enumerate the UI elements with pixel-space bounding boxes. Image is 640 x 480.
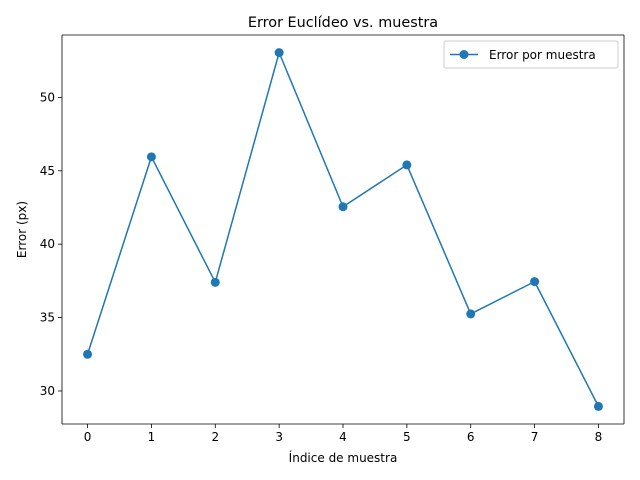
x-tick-label: 6	[467, 430, 475, 444]
x-tick-label: 3	[275, 430, 283, 444]
data-point	[338, 202, 348, 212]
x-tick-label: 5	[403, 430, 411, 444]
plot-frame	[61, 34, 625, 425]
legend-label: Error por muestra	[489, 48, 596, 62]
data-point	[593, 401, 603, 411]
y-tick-label: 30	[40, 384, 55, 398]
data-point	[530, 277, 540, 287]
x-axis-label: Índice de muestra	[289, 450, 398, 465]
y-axis-label: Error (px)	[15, 201, 29, 258]
legend: Error por muestra	[443, 40, 619, 69]
data-point	[83, 349, 93, 359]
x-tick-label: 2	[211, 430, 219, 444]
x-tick-label: 7	[531, 430, 539, 444]
data-point	[274, 48, 284, 58]
y-tick-label: 45	[40, 164, 55, 178]
legend-box	[443, 40, 619, 69]
data-point	[402, 160, 412, 170]
y-tick-label: 50	[40, 90, 55, 104]
y-tick-label: 40	[40, 237, 55, 251]
data-point	[146, 152, 156, 162]
x-tick-label: 4	[339, 430, 347, 444]
chart-title: Error Euclídeo vs. muestra	[248, 15, 438, 31]
data-point	[466, 309, 476, 319]
data-point	[210, 277, 220, 287]
x-axis-ticks: 0 1 2 3 4 5 6 7 8	[84, 424, 603, 444]
x-tick-label: 0	[84, 430, 92, 444]
series-layer	[83, 48, 603, 411]
plot-area	[62, 35, 624, 424]
x-tick-label: 8	[595, 430, 603, 444]
y-axis-ticks: 30 35 40 45 50	[40, 90, 62, 398]
legend-marker-swatch	[459, 50, 469, 59]
x-tick-label: 1	[148, 430, 156, 444]
y-tick-label: 35	[40, 311, 55, 325]
